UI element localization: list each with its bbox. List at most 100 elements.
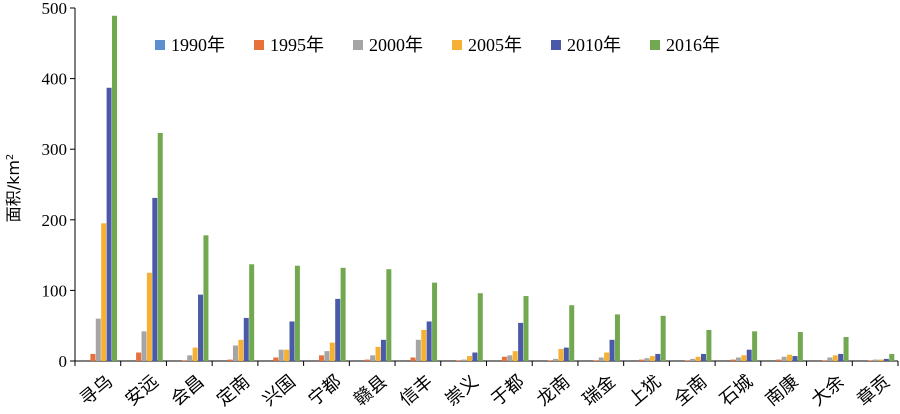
- bar: [90, 353, 96, 361]
- x-category-label: 龙南: [533, 371, 574, 410]
- bar: [649, 356, 655, 361]
- legend-swatch: [353, 40, 363, 50]
- bar: [838, 353, 844, 361]
- bar: [792, 356, 798, 361]
- bar: [741, 355, 747, 361]
- bar: [558, 349, 564, 361]
- y-axis-label-sup: 2: [5, 154, 16, 160]
- bar: [238, 339, 244, 361]
- bar: [644, 358, 650, 361]
- bar: [878, 359, 884, 361]
- bar: [821, 360, 827, 361]
- legend-label: 2010年: [567, 35, 621, 55]
- bar: [867, 360, 873, 361]
- legend-label: 2016年: [666, 35, 720, 55]
- bar: [889, 353, 895, 361]
- legend-label: 1990年: [171, 35, 225, 55]
- bar: [604, 352, 610, 361]
- x-category-label: 全南: [670, 371, 711, 410]
- bar: [432, 282, 438, 361]
- legend-swatch: [254, 40, 264, 50]
- bar: [294, 265, 300, 361]
- y-tick-label: 400: [42, 70, 68, 89]
- bar: [95, 318, 101, 361]
- bar: [203, 235, 209, 361]
- bars: [90, 15, 895, 362]
- bar: [518, 322, 524, 361]
- bar: [136, 352, 142, 361]
- legend-swatch: [452, 40, 462, 50]
- bar: [410, 357, 416, 361]
- bar: [553, 358, 559, 361]
- x-category-label: 信丰: [396, 371, 437, 410]
- bar: [781, 356, 787, 361]
- bar: [752, 331, 758, 361]
- legend-swatch: [650, 40, 660, 50]
- bar: [477, 293, 483, 361]
- bar: [639, 359, 645, 361]
- bar: [507, 355, 513, 361]
- bar: [380, 339, 386, 361]
- bar: [684, 360, 690, 361]
- bar: [706, 329, 712, 361]
- x-category-label: 赣县: [350, 371, 391, 410]
- bar: [421, 329, 427, 361]
- bar: [278, 349, 284, 361]
- bar: [198, 294, 204, 361]
- bar: [655, 353, 661, 361]
- x-category-label: 崇义: [442, 371, 483, 410]
- x-category-labels: 寻乌 安远 会昌 定南 兴国 宁都 赣县 信丰 崇义 于都 龙南 瑞金 上犹 全南 石城 南康 大余 章贡: [76, 371, 894, 410]
- bar: [787, 354, 793, 361]
- x-category-label: 兴国: [259, 371, 300, 410]
- bar: [614, 314, 620, 361]
- bar: [746, 349, 752, 361]
- bar: [730, 359, 736, 361]
- bar: [523, 296, 529, 361]
- bar: [324, 351, 330, 361]
- bar: [192, 347, 198, 361]
- legend: 1990年 1995年 2000年 2005年 2010年 2016年: [155, 35, 720, 55]
- bar: [547, 360, 553, 361]
- bar: [563, 347, 569, 361]
- bar: [329, 342, 335, 361]
- bar: [364, 359, 370, 361]
- bar: [695, 356, 701, 361]
- bar: [456, 360, 462, 361]
- bar: [501, 356, 507, 361]
- bar: [598, 357, 604, 361]
- y-tick-label: 100: [42, 281, 68, 300]
- bar: [512, 351, 518, 361]
- bar: [101, 223, 107, 361]
- bar: [415, 339, 421, 361]
- x-category-label: 于都: [487, 371, 528, 410]
- bar: [152, 197, 158, 361]
- y-axis-label-unit: /km: [4, 160, 23, 190]
- bar: [232, 345, 238, 361]
- bar: [157, 132, 163, 361]
- x-category-label: 会昌: [167, 371, 208, 410]
- bar: [386, 269, 392, 361]
- bar: [873, 359, 879, 361]
- bar: [112, 15, 117, 362]
- legend-label: 2000年: [369, 35, 423, 55]
- bar: [289, 321, 295, 361]
- x-category-label: 定南: [213, 371, 254, 410]
- y-axis-label-main: 面积: [4, 190, 23, 222]
- legend-swatch: [155, 40, 165, 50]
- x-category-label: 宁都: [304, 371, 345, 410]
- axes: [70, 7, 899, 366]
- bar: [797, 332, 803, 361]
- bar: [700, 353, 706, 361]
- bar: [335, 298, 341, 361]
- bar: [370, 355, 376, 361]
- y-tick-label: 0: [59, 352, 68, 371]
- bar: [340, 267, 346, 361]
- y-axis-label: 面积/km2: [4, 154, 23, 223]
- y-tick-label: 300: [42, 140, 68, 159]
- y-tick-labels: 0 100 200 300 400 500: [42, 0, 68, 371]
- bar: [319, 355, 325, 361]
- bar: [569, 305, 575, 361]
- x-category-label: 安远: [122, 371, 163, 410]
- bar: [609, 339, 615, 361]
